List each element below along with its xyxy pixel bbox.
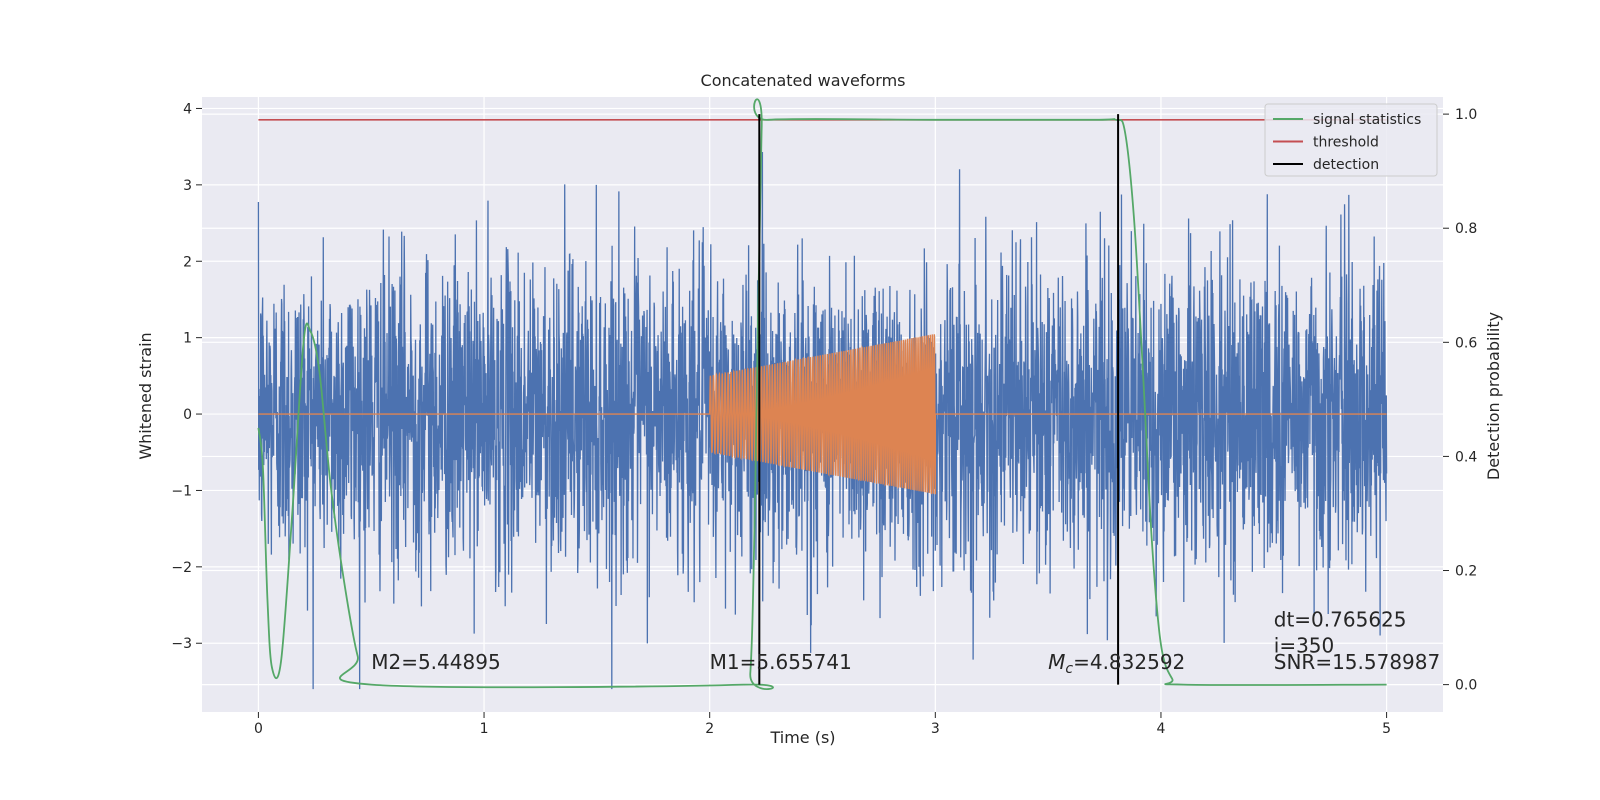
annotation-snr: SNR=15.578987 — [1274, 650, 1440, 674]
y-tick-label: 1 — [183, 331, 192, 347]
annotation-dt: dt=0.765625 — [1274, 607, 1407, 631]
x-tick-label: 1 — [480, 721, 489, 737]
x-tick-label: 4 — [1156, 721, 1165, 737]
y-tick-label: 0 — [183, 407, 192, 423]
legend-label: threshold — [1313, 135, 1379, 151]
y-tick-label: −1 — [171, 483, 192, 499]
x-axis-label: Time (s) — [769, 728, 835, 747]
x-tick-label: 5 — [1382, 721, 1391, 737]
chart-title: Concatenated waveforms — [701, 71, 906, 90]
y-tick-label: −3 — [171, 636, 192, 652]
annotation-m1: M1=5.655741 — [710, 650, 852, 674]
annotation-m2: M2=5.44895 — [371, 650, 500, 674]
annotation-i: i=350 — [1274, 633, 1335, 657]
y2-tick-label: 0.0 — [1455, 678, 1477, 694]
y-tick-label: 3 — [183, 178, 192, 194]
y-axis-label: Whitened strain — [136, 332, 155, 459]
legend-label: signal statistics — [1313, 112, 1421, 128]
signal-statistics-line — [257, 98, 1387, 690]
legend-label: detection — [1313, 157, 1379, 173]
legend-box — [1264, 103, 1438, 177]
y-tick-label: 4 — [183, 101, 192, 117]
x-tick-label: 0 — [254, 721, 263, 737]
y2-tick-label: 0.6 — [1455, 335, 1477, 351]
injected-signal-line — [258, 334, 1387, 495]
y2-axis-label: Detection probability — [1484, 312, 1503, 480]
x-tick-label: 2 — [705, 721, 714, 737]
y-tick-label: 2 — [183, 254, 192, 270]
plot-area: 0 1 2 3 4 5 −3 −2 −1 0 1 2 3 4 0.0 0.2 0.4 0.6 0.8 1.0 M2=5.… — [171, 97, 1477, 737]
y2-tick-label: 0.2 — [1455, 564, 1477, 580]
y2-tick-label: 1.0 — [1455, 107, 1477, 123]
legend: signal statistics threshold detection — [1264, 103, 1438, 177]
annotation-mc: Mc=4.832592 — [1048, 650, 1185, 677]
y2-tick-label: 0.8 — [1455, 221, 1477, 237]
y-tick-label: −2 — [171, 560, 192, 576]
strain-noise-line — [257, 151, 1388, 690]
x-tick-label: 3 — [931, 721, 940, 737]
y2-tick-label: 0.4 — [1455, 449, 1477, 465]
